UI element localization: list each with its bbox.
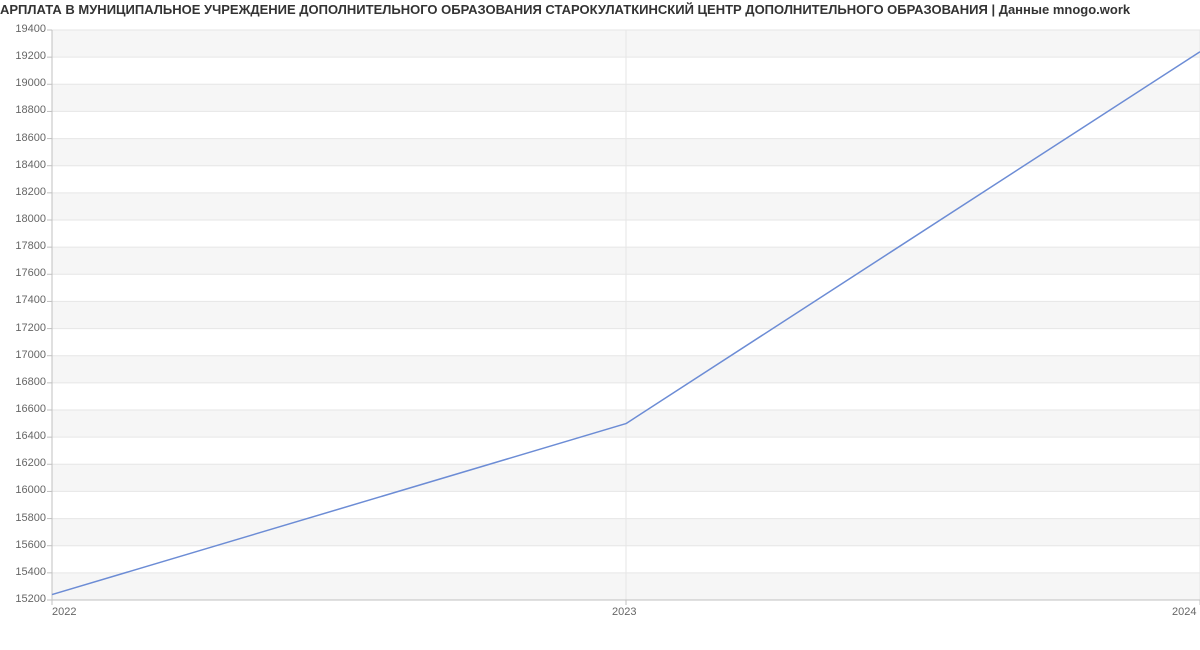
y-axis-label: 16200 (15, 457, 46, 469)
y-axis-label: 16800 (15, 376, 46, 388)
y-axis-label: 17800 (15, 240, 46, 252)
y-axis-label: 18800 (15, 104, 46, 116)
y-axis-label: 18200 (15, 186, 46, 198)
y-axis-label: 16600 (15, 403, 46, 415)
x-axis-label: 2024 (1172, 606, 1196, 618)
y-axis-label: 16000 (15, 484, 46, 496)
chart-title: АРПЛАТА В МУНИЦИПАЛЬНОЕ УЧРЕЖДЕНИЕ ДОПОЛ… (0, 2, 1200, 17)
y-axis-label: 17000 (15, 349, 46, 361)
y-axis-label: 17600 (15, 267, 46, 279)
y-axis-label: 18600 (15, 132, 46, 144)
x-axis-label: 2022 (52, 606, 76, 618)
y-axis-label: 19400 (15, 23, 46, 35)
y-axis-label: 15200 (15, 593, 46, 605)
y-axis-label: 17200 (15, 322, 46, 334)
y-axis-label: 18000 (15, 213, 46, 225)
y-axis-label: 18400 (15, 159, 46, 171)
y-axis-label: 15800 (15, 512, 46, 524)
y-axis-label: 15400 (15, 566, 46, 578)
y-axis-label: 19200 (15, 50, 46, 62)
x-axis-label: 2023 (612, 606, 636, 618)
y-axis-label: 16400 (15, 430, 46, 442)
y-axis-label: 19000 (15, 77, 46, 89)
y-axis-label: 17400 (15, 294, 46, 306)
y-axis-label: 15600 (15, 539, 46, 551)
plot-area (52, 30, 1200, 600)
chart-svg (52, 30, 1200, 600)
chart-container: АРПЛАТА В МУНИЦИПАЛЬНОЕ УЧРЕЖДЕНИЕ ДОПОЛ… (0, 0, 1200, 650)
